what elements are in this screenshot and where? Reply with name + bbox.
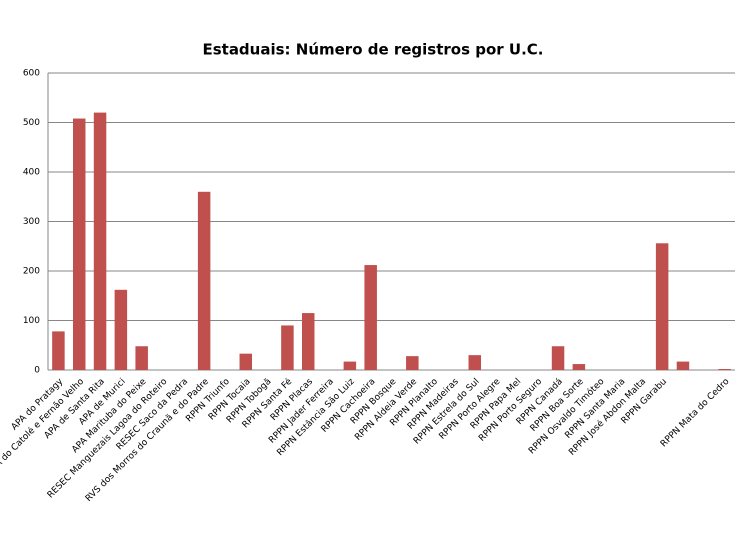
bar xyxy=(468,355,482,370)
bar xyxy=(72,118,86,370)
bar xyxy=(114,289,128,370)
x-tick-label: RPPN Mata do Cedro xyxy=(659,376,732,449)
y-tick-label: 300 xyxy=(23,217,40,227)
bar xyxy=(197,191,211,370)
bar xyxy=(676,361,690,370)
bar xyxy=(364,265,377,370)
bar xyxy=(52,331,65,370)
bar xyxy=(572,364,586,370)
y-tick-label: 0 xyxy=(34,366,40,376)
y-tick-label: 400 xyxy=(23,168,40,178)
bar xyxy=(135,346,148,370)
bar xyxy=(655,243,669,370)
y-tick-label: 600 xyxy=(23,69,40,79)
y-tick-label: 100 xyxy=(23,316,40,326)
bar xyxy=(551,346,565,370)
bar xyxy=(93,112,107,370)
bar xyxy=(281,325,294,370)
bar xyxy=(239,353,253,370)
bar xyxy=(406,356,419,370)
bar xyxy=(301,313,315,370)
y-tick-label: 200 xyxy=(23,267,40,277)
bar xyxy=(718,369,731,370)
bar xyxy=(343,361,357,370)
y-tick-label: 500 xyxy=(23,118,40,128)
chart-title: Estaduais: Número de registros por U.C. xyxy=(202,41,543,59)
